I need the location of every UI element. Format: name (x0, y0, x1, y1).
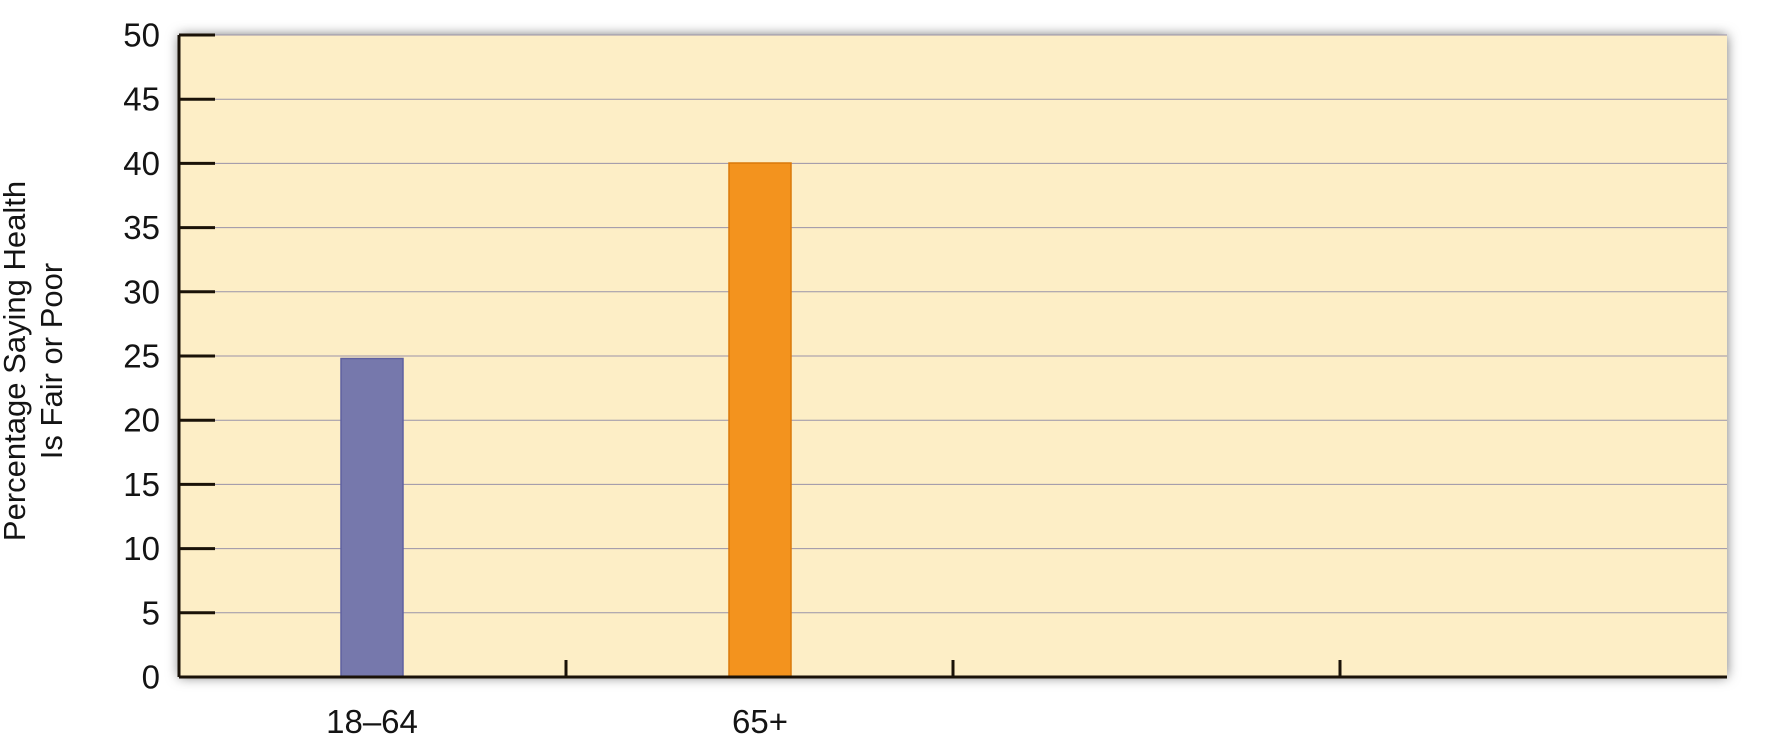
svg-text:40: 40 (123, 145, 160, 182)
svg-text:Percentage Saying Health: Percentage Saying Health (0, 181, 32, 541)
svg-text:Is Fair or Poor: Is Fair or Poor (34, 263, 69, 459)
svg-text:18–64: 18–64 (326, 703, 418, 740)
svg-text:20: 20 (123, 402, 160, 439)
svg-text:15: 15 (123, 466, 160, 503)
svg-text:50: 50 (123, 17, 160, 54)
svg-text:65+: 65+ (732, 703, 788, 740)
svg-text:45: 45 (123, 81, 160, 118)
svg-text:25: 25 (123, 338, 160, 375)
svg-text:35: 35 (123, 209, 160, 246)
svg-text:0: 0 (142, 659, 160, 696)
svg-text:30: 30 (123, 273, 160, 310)
svg-text:5: 5 (142, 594, 160, 631)
svg-text:10: 10 (123, 530, 160, 567)
